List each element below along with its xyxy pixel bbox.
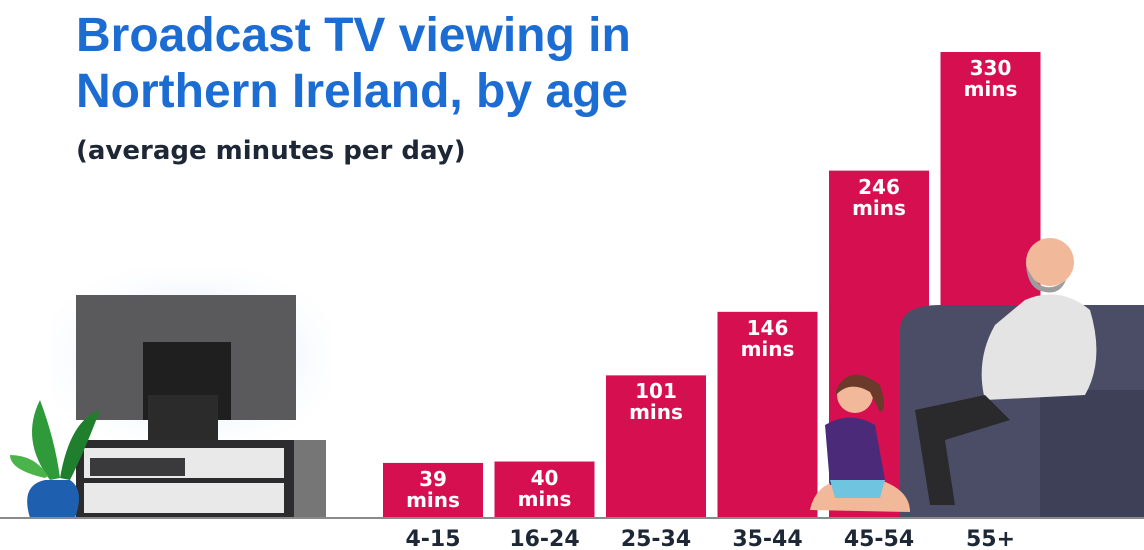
- value-label: 330 mins: [963, 56, 1018, 101]
- bar: [383, 462, 483, 518]
- value-label: 101 mins: [629, 379, 683, 425]
- value-label: 246 mins: [852, 174, 906, 220]
- value-label: 39 mins: [406, 466, 460, 512]
- x-tick-label: 4-15: [405, 527, 460, 550]
- x-tick-label: 25-34: [621, 527, 691, 550]
- chart-title: Broadcast TV viewing in Northern Ireland…: [76, 9, 631, 118]
- x-tick-label: 16-24: [509, 527, 579, 550]
- illustration: [10, 238, 1144, 518]
- x-tick-label: 55+: [966, 527, 1015, 550]
- x-tick-label: 35-44: [732, 527, 802, 550]
- chart-subtitle: (average minutes per day): [76, 136, 466, 166]
- x-tick-label: 45-54: [844, 527, 914, 550]
- value-label: 40 mins: [517, 465, 572, 511]
- bar: [717, 311, 818, 518]
- bar: [494, 461, 595, 518]
- bar: [606, 375, 706, 518]
- value-label: 146 mins: [740, 315, 795, 361]
